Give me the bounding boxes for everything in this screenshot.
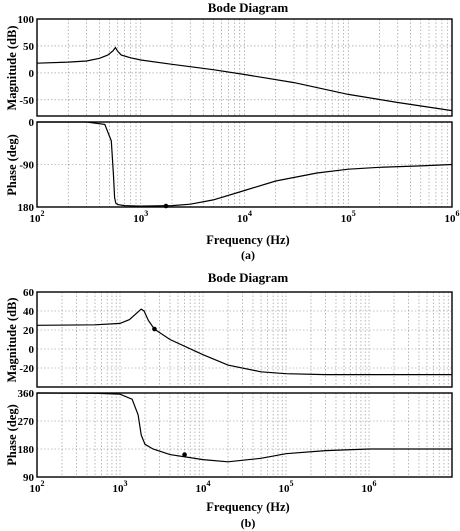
x-tick-label: 102 [30,479,45,495]
phase-curve-b [36,392,452,463]
phase-ytick-label: -90 [19,160,34,172]
phase-axes-frame-a [36,121,453,208]
magnitude-ytick-label: 100 [18,14,35,26]
x-tick-label: 103 [113,479,128,495]
x-axis-label-b: Frequency (Hz) [206,500,289,514]
phase-grid-b [37,393,452,477]
phase-ytick-label: 180 [18,444,35,456]
magnitude-ytick-label: 0 [29,344,35,356]
phase-data-marker-b [182,452,187,457]
x-tick-label: 104 [196,479,211,495]
magnitude-data-marker-b [152,326,157,332]
phase-ytick-label: 90 [23,472,35,484]
magnitude-curve-b [36,308,452,376]
phase-ytick-label: 270 [18,416,35,428]
phase-ylabel-b: Phase (deg) [5,404,19,465]
magnitude-ylabel-a: Magnitude (dB) [5,25,19,110]
magnitude-ytick-label: 0 [29,68,35,80]
magnitude-axes-frame-b [36,291,453,388]
x-tick-label: 103 [133,209,148,225]
phase-axes-frame-b [36,392,453,478]
phase-grid-a [37,122,452,207]
phase-ytick-label: 0 [29,117,35,129]
magnitude-ylabel-b: Magnitude (dB) [5,297,19,382]
phase-curve-a [37,121,453,207]
phase-ytick-label: 180 [18,202,35,214]
magnitude-curve-a [36,46,453,112]
magnitude-ytick-label: 60 [23,287,35,299]
magnitude-ytick-label: 20 [23,325,35,337]
x-tick-label: 105 [341,209,356,225]
magnitude-grid-a [37,19,452,116]
chart-title-a: Bode Diagram [208,0,289,15]
caption-b: (b) [241,516,256,530]
magnitude-grid-b [37,292,452,387]
caption-a: (a) [241,248,255,262]
phase-ylabel-a: Phase (deg) [5,134,19,195]
x-tick-label: 106 [445,209,460,225]
magnitude-ytick-label: 40 [23,306,35,318]
bode-diagram-a: Bode Diagram Magnitude (dB) Phase (deg) … [5,0,460,262]
magnitude-ytick-label: 50 [23,41,35,53]
x-tick-label: 105 [279,479,294,495]
x-tick-label: 104 [237,209,252,225]
magnitude-ytick-label: -20 [19,363,34,375]
x-tick-label: 102 [30,209,45,225]
x-tick-label: 106 [362,479,377,495]
x-axis-label-a: Frequency (Hz) [206,233,289,247]
phase-ytick-label: 360 [18,388,35,400]
chart-title-b: Bode Diagram [208,270,289,285]
magnitude-axes-frame-a [36,18,453,117]
bode-diagram-b: Bode Diagram Magnitude (dB) Phase (deg) … [5,270,453,530]
magnitude-ytick-label: -50 [19,95,34,107]
